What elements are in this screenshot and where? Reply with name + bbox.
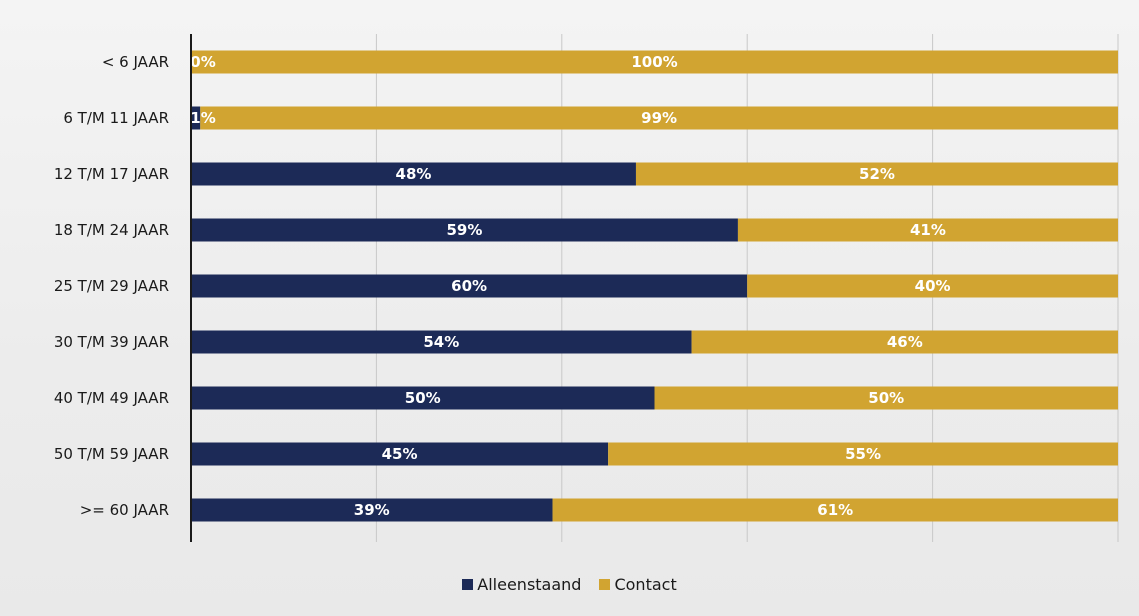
bar-alleenstaand <box>191 274 748 298</box>
category-label: < 6 JAAR <box>102 53 169 71</box>
bar-alleenstaand <box>191 330 692 354</box>
bar-contact <box>737 218 1118 242</box>
category-label: 30 T/M 39 JAAR <box>54 333 169 351</box>
data-label-alleenstaand: 45% <box>382 445 418 463</box>
category-label: 12 T/M 17 JAAR <box>54 165 169 183</box>
legend: Alleenstaand Contact <box>0 575 1139 594</box>
data-label-alleenstaand: 48% <box>396 165 432 183</box>
category-label: 18 T/M 24 JAAR <box>54 221 169 239</box>
data-label-contact: 50% <box>868 389 904 407</box>
data-label-alleenstaand: 50% <box>405 389 441 407</box>
bar-contact <box>552 498 1118 522</box>
bar-alleenstaand <box>191 218 738 242</box>
bar-contact <box>191 50 1118 74</box>
category-label: >= 60 JAAR <box>80 501 169 519</box>
bar-alleenstaand <box>191 386 655 410</box>
legend-label-contact: Contact <box>614 575 677 594</box>
data-label-contact: 100% <box>631 53 677 71</box>
data-label-contact: 46% <box>887 333 923 351</box>
bar-contact <box>747 274 1118 298</box>
bar-contact <box>608 442 1118 466</box>
data-label-contact: 61% <box>817 501 853 519</box>
data-label-contact: 99% <box>641 109 677 127</box>
legend-swatch-contact <box>599 579 611 590</box>
bar-contact <box>691 330 1118 354</box>
data-label-contact: 55% <box>845 445 881 463</box>
bar-chart: < 6 JAAR 0% 100% 6 T/M 11 JAAR 1% 99% 12 T/M 1… <box>54 34 1119 542</box>
data-label-alleenstaand: 54% <box>423 333 459 351</box>
legend-label-alleenstaand: Alleenstaand <box>477 575 582 594</box>
data-label-alleenstaand: 0% <box>190 53 215 71</box>
bar-alleenstaand <box>191 442 609 466</box>
legend-item-alleenstaand: Alleenstaand <box>462 575 581 594</box>
bar-alleenstaand <box>191 498 553 522</box>
bar-contact <box>200 106 1118 130</box>
data-label-alleenstaand: 1% <box>190 109 215 127</box>
data-label-contact: 52% <box>859 165 895 183</box>
bar-alleenstaand <box>191 106 201 130</box>
data-label-alleenstaand: 60% <box>451 277 487 295</box>
data-label-alleenstaand: 59% <box>447 221 483 239</box>
bar-contact <box>654 386 1118 410</box>
bar-contact <box>635 162 1118 186</box>
legend-swatch-alleenstaand <box>462 579 474 590</box>
category-label: 40 T/M 49 JAAR <box>54 389 169 407</box>
bar-alleenstaand <box>191 162 636 186</box>
category-label: 25 T/M 29 JAAR <box>54 277 169 295</box>
category-label: 50 T/M 59 JAAR <box>54 445 169 463</box>
data-label-alleenstaand: 39% <box>354 501 390 519</box>
legend-item-contact: Contact <box>599 575 677 594</box>
category-label: 6 T/M 11 JAAR <box>63 109 169 127</box>
data-label-contact: 41% <box>910 221 946 239</box>
data-label-contact: 40% <box>915 277 951 295</box>
